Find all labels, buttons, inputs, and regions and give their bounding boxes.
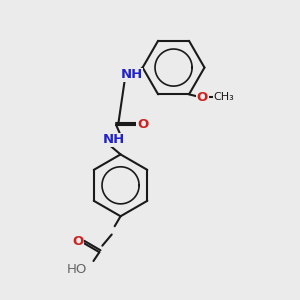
Text: O: O [137, 118, 148, 131]
Text: HO: HO [66, 263, 87, 276]
Text: CH₃: CH₃ [213, 92, 234, 102]
Text: O: O [72, 235, 83, 248]
Text: NH: NH [120, 68, 142, 81]
Text: O: O [196, 91, 208, 104]
Text: NH: NH [103, 133, 125, 146]
